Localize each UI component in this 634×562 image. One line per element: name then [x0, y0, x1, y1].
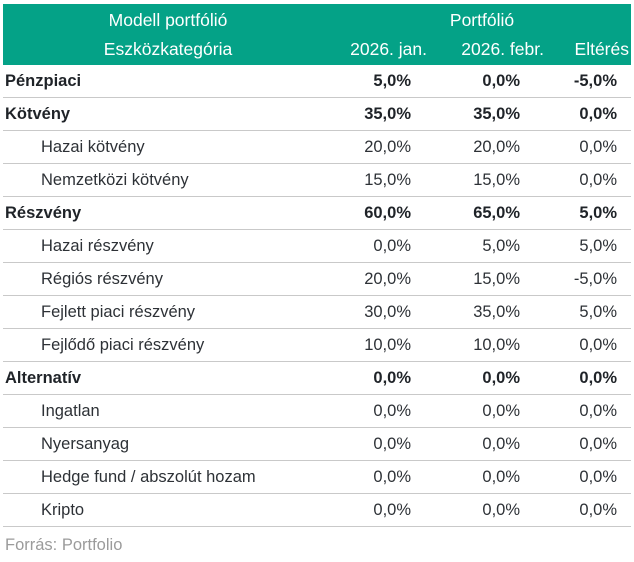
row-category-label: Alternatív	[5, 368, 82, 387]
row-category-label: Pénzpiaci	[5, 71, 82, 90]
header-col-elteres: Eltérés	[574, 38, 629, 59]
row-value-elteres: 5,0%	[579, 236, 617, 255]
table-body: Pénzpiaci 5,0% 0,0% -5,0% Kötvény 35,0% …	[3, 65, 631, 527]
row-value-elteres: -5,0%	[573, 269, 617, 288]
row-value-febr: 0,0%	[482, 434, 520, 453]
header-col-febr: 2026. febr.	[461, 38, 544, 59]
row-value-jan: 35,0%	[364, 104, 411, 123]
row-value-jan: 0,0%	[373, 401, 411, 420]
row-value-febr: 0,0%	[482, 401, 520, 420]
row-value-jan: 0,0%	[373, 434, 411, 453]
table-header: Modell portfólió Portfólió Eszközkategór…	[3, 4, 631, 65]
row-value-febr: 5,0%	[482, 236, 520, 255]
table-row: Nemzetközi kötvény 15,0% 15,0% 0,0%	[3, 164, 631, 197]
row-value-febr: 65,0%	[473, 203, 520, 222]
source-note: Forrás: Portfolio	[5, 536, 123, 554]
row-category-label: Kripto	[41, 500, 85, 519]
row-value-elteres: 0,0%	[579, 104, 617, 123]
row-value-febr: 35,0%	[473, 302, 520, 321]
row-value-jan: 0,0%	[373, 368, 411, 387]
table-row: Fejlett piaci részvény 30,0% 35,0% 5,0%	[3, 296, 631, 329]
row-value-febr: 0,0%	[482, 500, 520, 519]
row-value-elteres: -5,0%	[573, 71, 617, 90]
row-category-label: Hazai részvény	[41, 236, 154, 255]
row-value-jan: 20,0%	[364, 269, 411, 288]
header-col-jan: 2026. jan.	[350, 38, 427, 59]
row-category-label: Fejlett piaci részvény	[41, 302, 196, 321]
header-right-group-title: Portfólió	[449, 10, 515, 30]
row-value-jan: 0,0%	[373, 236, 411, 255]
row-value-elteres: 0,0%	[579, 500, 617, 519]
row-value-febr: 35,0%	[473, 104, 520, 123]
row-category-label: Nemzetközi kötvény	[41, 170, 189, 189]
row-value-elteres: 0,0%	[579, 368, 617, 387]
table-row: Régiós részvény 20,0% 15,0% -5,0%	[3, 263, 631, 296]
row-category-label: Fejlődő piaci részvény	[41, 335, 205, 354]
row-value-elteres: 0,0%	[579, 467, 617, 486]
row-value-jan: 60,0%	[364, 203, 411, 222]
row-value-elteres: 0,0%	[579, 434, 617, 453]
row-value-elteres: 5,0%	[579, 203, 617, 222]
row-value-elteres: 0,0%	[579, 170, 617, 189]
row-value-febr: 15,0%	[473, 269, 520, 288]
row-value-elteres: 0,0%	[579, 401, 617, 420]
table-row: Ingatlan 0,0% 0,0% 0,0%	[3, 395, 631, 428]
row-category-label: Nyersanyag	[41, 434, 130, 453]
row-category-label: Régiós részvény	[41, 269, 163, 288]
row-value-elteres: 0,0%	[579, 137, 617, 156]
row-value-jan: 10,0%	[364, 335, 411, 354]
row-value-elteres: 0,0%	[579, 335, 617, 354]
row-value-febr: 0,0%	[482, 467, 520, 486]
table-row: Pénzpiaci 5,0% 0,0% -5,0%	[3, 65, 631, 98]
row-category-label: Hazai kötvény	[41, 137, 145, 156]
row-category-label: Hedge fund / abszolút hozam	[41, 467, 256, 486]
row-value-jan: 0,0%	[373, 500, 411, 519]
row-value-febr: 10,0%	[473, 335, 520, 354]
table-row: Fejlődő piaci részvény 10,0% 10,0% 0,0%	[3, 329, 631, 362]
table-row: Kripto 0,0% 0,0% 0,0%	[3, 494, 631, 527]
row-value-jan: 0,0%	[373, 467, 411, 486]
table-row: Hazai részvény 0,0% 5,0% 5,0%	[3, 230, 631, 263]
table-row: Alternatív 0,0% 0,0% 0,0%	[3, 362, 631, 395]
table-row: Hedge fund / abszolút hozam 0,0% 0,0% 0,…	[3, 461, 631, 494]
portfolio-allocation-table: Modell portfólió Portfólió Eszközkategór…	[3, 4, 631, 555]
header-group-row: Modell portfólió Portfólió	[3, 4, 631, 35]
table-row: Hazai kötvény 20,0% 20,0% 0,0%	[3, 131, 631, 164]
table-row: Részvény 60,0% 65,0% 5,0%	[3, 197, 631, 230]
row-category-label: Ingatlan	[41, 401, 100, 420]
row-value-febr: 20,0%	[473, 137, 520, 156]
header-left-group-title: Modell portfólió	[108, 10, 228, 30]
table-row: Nyersanyag 0,0% 0,0% 0,0%	[3, 428, 631, 461]
row-value-febr: 0,0%	[482, 71, 520, 90]
row-value-jan: 30,0%	[364, 302, 411, 321]
row-category-label: Részvény	[5, 203, 82, 222]
row-value-jan: 5,0%	[373, 71, 411, 90]
row-value-febr: 15,0%	[473, 170, 520, 189]
row-value-elteres: 5,0%	[579, 302, 617, 321]
row-value-jan: 15,0%	[364, 170, 411, 189]
header-category-column: Eszközkategória	[103, 38, 233, 59]
table-row: Kötvény 35,0% 35,0% 0,0%	[3, 98, 631, 131]
row-value-jan: 20,0%	[364, 137, 411, 156]
row-value-febr: 0,0%	[482, 368, 520, 387]
row-category-label: Kötvény	[5, 104, 71, 123]
header-columns-row: Eszközkategória 2026. jan. 2026. febr. E…	[3, 35, 631, 65]
